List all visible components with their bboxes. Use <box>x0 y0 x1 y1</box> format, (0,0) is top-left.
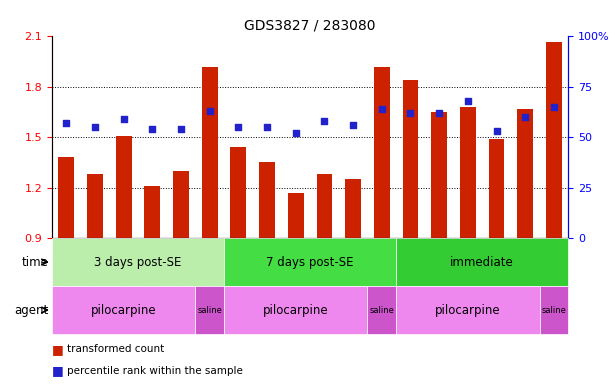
Point <box>119 116 128 122</box>
Bar <box>288 193 304 238</box>
Bar <box>87 174 103 238</box>
Point <box>233 124 243 130</box>
Text: immediate: immediate <box>450 256 514 268</box>
Bar <box>259 162 275 238</box>
Text: GDS3827 / 283080: GDS3827 / 283080 <box>244 19 376 33</box>
Bar <box>59 157 74 238</box>
Bar <box>431 112 447 238</box>
Point <box>147 126 157 132</box>
Point <box>61 120 71 126</box>
Bar <box>374 67 390 238</box>
Point <box>205 108 214 114</box>
Bar <box>115 136 131 238</box>
Text: time: time <box>22 256 49 268</box>
Text: pilocarpine: pilocarpine <box>435 304 500 316</box>
Text: ■: ■ <box>52 343 64 356</box>
Point <box>377 106 387 112</box>
Point <box>348 122 358 128</box>
Bar <box>144 186 160 238</box>
Point <box>463 98 473 104</box>
Text: saline: saline <box>370 306 394 314</box>
Bar <box>345 179 361 238</box>
Point <box>320 118 329 124</box>
Text: ■: ■ <box>52 364 64 377</box>
Point <box>262 124 272 130</box>
Bar <box>173 171 189 238</box>
Point <box>90 124 100 130</box>
Point <box>176 126 186 132</box>
Bar <box>230 147 246 238</box>
Point <box>521 114 530 120</box>
Point <box>549 104 559 110</box>
Point <box>406 110 415 116</box>
Point <box>492 128 502 134</box>
Text: pilocarpine: pilocarpine <box>263 304 329 316</box>
Bar <box>546 41 562 238</box>
Text: saline: saline <box>541 306 566 314</box>
Point <box>434 110 444 116</box>
Text: percentile rank within the sample: percentile rank within the sample <box>67 366 243 376</box>
Text: transformed count: transformed count <box>67 344 164 354</box>
Bar <box>518 109 533 238</box>
Text: 7 days post-SE: 7 days post-SE <box>266 256 354 268</box>
Bar <box>202 67 218 238</box>
Bar <box>489 139 505 238</box>
Text: agent: agent <box>15 304 49 316</box>
Bar <box>460 107 476 238</box>
Text: 3 days post-SE: 3 days post-SE <box>94 256 181 268</box>
Bar <box>316 174 332 238</box>
Text: pilocarpine: pilocarpine <box>91 304 156 316</box>
Point <box>291 130 301 136</box>
Bar <box>403 80 419 238</box>
Text: saline: saline <box>197 306 222 314</box>
